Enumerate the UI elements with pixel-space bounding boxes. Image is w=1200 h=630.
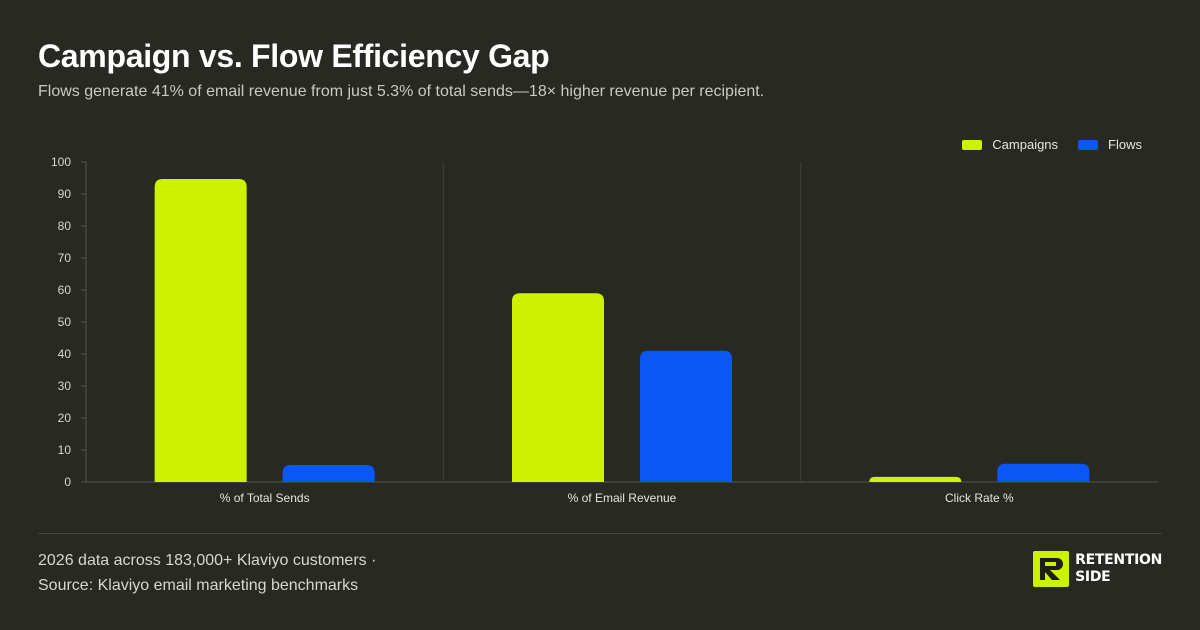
y-tick-label: 10 xyxy=(58,443,72,457)
bar-flows-1 xyxy=(282,465,375,482)
legend-label-flows: Flows xyxy=(1108,137,1142,152)
bar-campaigns-3 xyxy=(869,476,962,482)
brand-logo: RETENTION SIDE xyxy=(1033,551,1162,587)
y-tick-label: 100 xyxy=(51,155,71,169)
footer-line-2: Source: Klaviyo email marketing benchmar… xyxy=(38,577,359,594)
chart-title: Campaign vs. Flow Efficiency Gap xyxy=(38,38,550,74)
y-tick-label: 0 xyxy=(64,475,71,489)
footer-divider xyxy=(38,533,1162,534)
y-tick-label: 80 xyxy=(58,219,72,233)
footer-line-1: 2026 data across 183,000+ Klaviyo custom… xyxy=(38,552,377,569)
legend-swatch-campaigns xyxy=(962,139,983,150)
retention-side-logo-icon xyxy=(1033,551,1070,587)
bar-flows-2 xyxy=(640,350,732,482)
bar-campaigns-2 xyxy=(512,293,604,482)
y-tick-label: 20 xyxy=(58,411,72,425)
y-tick-label: 30 xyxy=(58,379,72,393)
bar-chart: 0 10 20 30 40 50 60 70 80 90 100 % of Total Sends % … xyxy=(51,155,1158,505)
brand-line-2: SIDE xyxy=(1075,569,1111,585)
y-tick-label: 50 xyxy=(58,315,72,329)
x-tick-label: % of Email Revenue xyxy=(568,491,677,505)
bar-campaigns-1 xyxy=(154,178,247,482)
x-tick-label: Click Rate % xyxy=(945,491,1014,505)
x-tick-label: % of Total Sends xyxy=(220,491,310,505)
footer-source: 2026 data across 183,000+ Klaviyo custom… xyxy=(38,548,376,598)
y-tick-label: 90 xyxy=(58,187,72,201)
chart-subtitle: Flows generate 41% of email revenue from… xyxy=(38,83,765,100)
legend-item-flows[interactable]: Flows xyxy=(1078,137,1142,152)
brand-line-1: RETENTION xyxy=(1075,552,1162,568)
y-tick-label: 70 xyxy=(58,251,72,265)
legend-label-campaigns: Campaigns xyxy=(992,137,1059,152)
y-tick-label: 40 xyxy=(58,347,72,361)
legend-swatch-flows xyxy=(1078,139,1099,150)
bar-flows-3 xyxy=(997,463,1090,482)
legend-item-campaigns[interactable]: Campaigns xyxy=(962,137,1058,152)
chart-legend: Campaigns Flows xyxy=(962,137,1142,152)
y-tick-label: 60 xyxy=(58,283,72,297)
